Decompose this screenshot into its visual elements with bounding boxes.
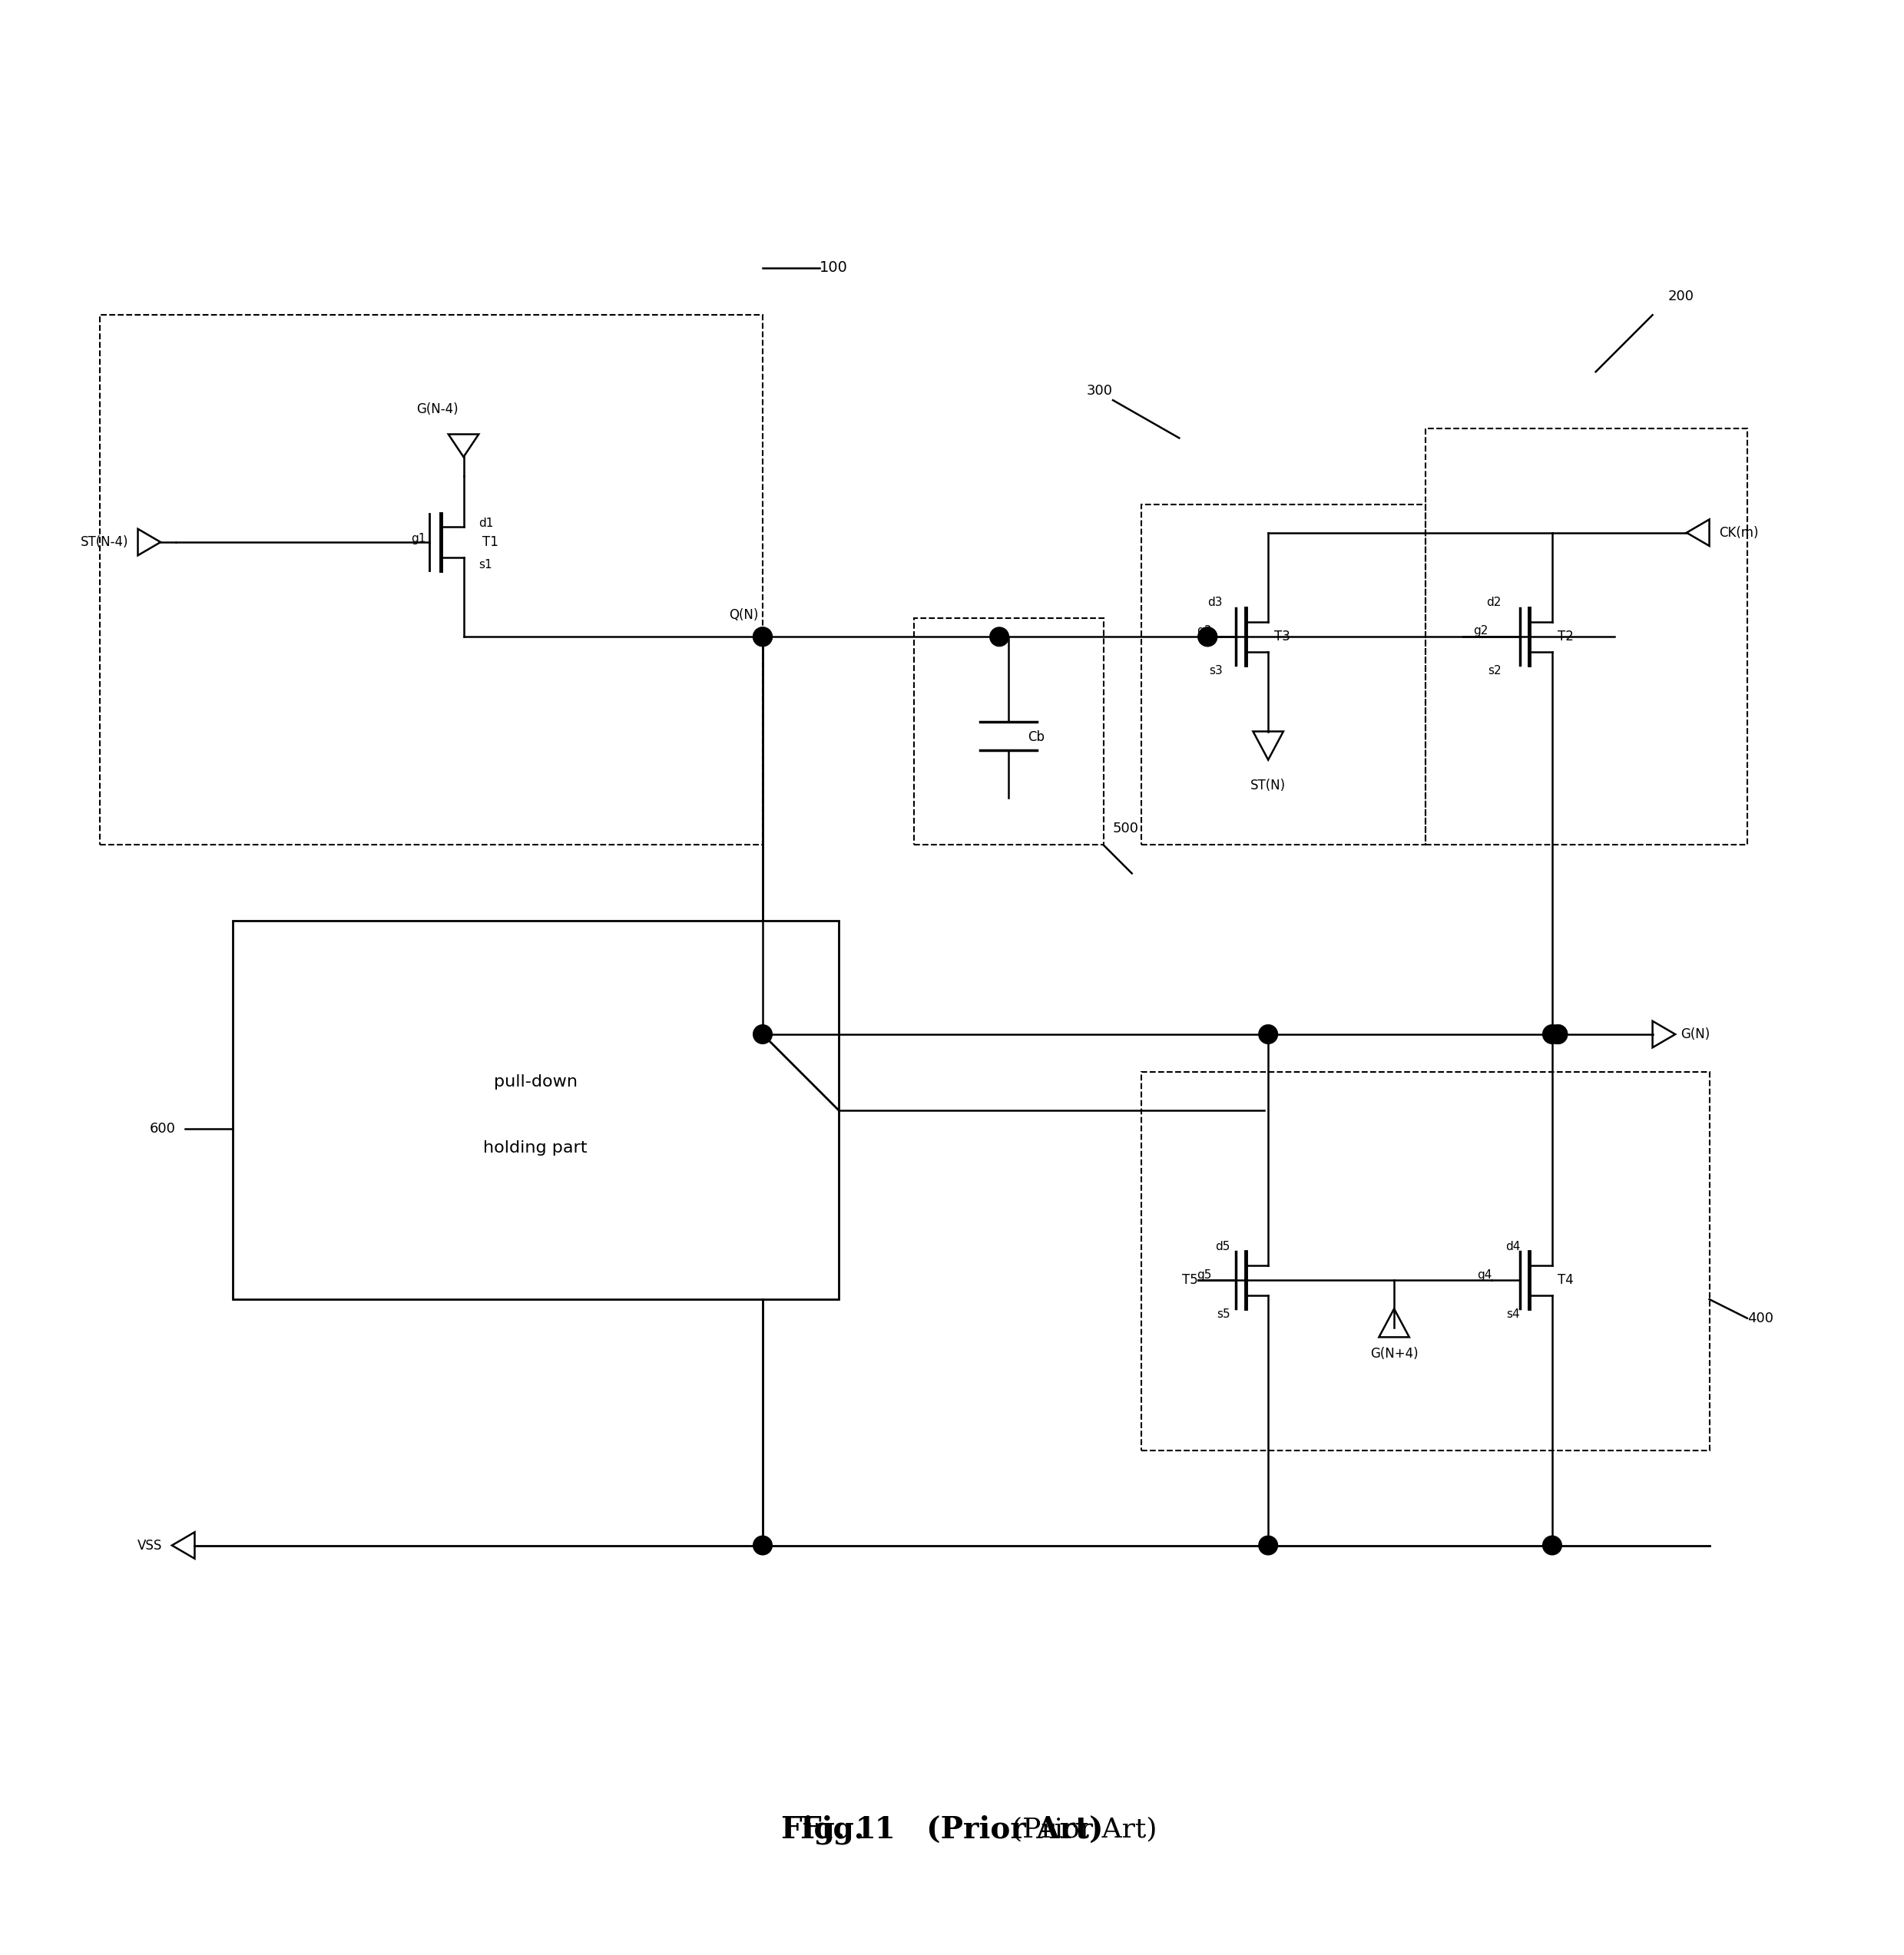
- Text: s4: s4: [1506, 1308, 1519, 1320]
- Text: G(N-4): G(N-4): [417, 403, 459, 416]
- Text: d4: d4: [1506, 1241, 1519, 1251]
- Text: T4: T4: [1557, 1273, 1575, 1286]
- Text: d3: d3: [1207, 596, 1222, 608]
- Text: CK(m): CK(m): [1719, 526, 1759, 540]
- Circle shape: [1259, 1537, 1278, 1554]
- Text: Fig. 1: Fig. 1: [781, 1814, 876, 1844]
- Text: g3: g3: [1196, 626, 1211, 637]
- Text: 500: 500: [1114, 821, 1139, 835]
- Text: s3: s3: [1209, 665, 1222, 676]
- Text: d2: d2: [1487, 596, 1500, 608]
- Circle shape: [990, 628, 1009, 647]
- Text: 300: 300: [1087, 383, 1114, 397]
- Text: 100: 100: [819, 260, 847, 276]
- Text: g5: g5: [1196, 1269, 1211, 1281]
- Circle shape: [1542, 1024, 1561, 1044]
- Circle shape: [1548, 1024, 1567, 1044]
- Text: s1: s1: [478, 559, 493, 571]
- Text: T2: T2: [1557, 630, 1575, 643]
- Text: Fig. 1   (Prior Art): Fig. 1 (Prior Art): [800, 1814, 1104, 1844]
- Text: G(N): G(N): [1681, 1028, 1710, 1042]
- Text: Cb: Cb: [1028, 729, 1045, 745]
- Circle shape: [1198, 628, 1217, 647]
- Text: 600: 600: [150, 1122, 175, 1136]
- Text: g2: g2: [1474, 626, 1487, 637]
- Text: pull-down: pull-down: [493, 1073, 577, 1089]
- Text: VSS: VSS: [137, 1539, 162, 1552]
- Text: d5: d5: [1215, 1241, 1230, 1251]
- Text: T1: T1: [482, 536, 499, 549]
- Text: Q(N): Q(N): [729, 608, 758, 622]
- Text: s5: s5: [1217, 1308, 1230, 1320]
- Circle shape: [754, 1024, 773, 1044]
- Text: g4: g4: [1478, 1269, 1491, 1281]
- Text: d1: d1: [478, 518, 493, 530]
- Text: 400: 400: [1748, 1312, 1773, 1325]
- Text: (Prior Art): (Prior Art): [1011, 1816, 1158, 1842]
- Text: 200: 200: [1668, 289, 1695, 303]
- Circle shape: [1542, 1537, 1561, 1554]
- Text: holding part: holding part: [484, 1140, 588, 1155]
- Circle shape: [1548, 1024, 1567, 1044]
- Text: g1: g1: [411, 532, 426, 543]
- Text: s2: s2: [1487, 665, 1500, 676]
- Text: T5: T5: [1182, 1273, 1198, 1286]
- Circle shape: [754, 1537, 773, 1554]
- Text: ST(N): ST(N): [1251, 778, 1285, 792]
- Circle shape: [1259, 1024, 1278, 1044]
- Text: ST(N-4): ST(N-4): [80, 536, 128, 549]
- Text: G(N+4): G(N+4): [1371, 1347, 1418, 1361]
- Circle shape: [754, 628, 773, 647]
- Circle shape: [1198, 628, 1217, 647]
- Circle shape: [754, 628, 773, 647]
- Text: T3: T3: [1274, 630, 1289, 643]
